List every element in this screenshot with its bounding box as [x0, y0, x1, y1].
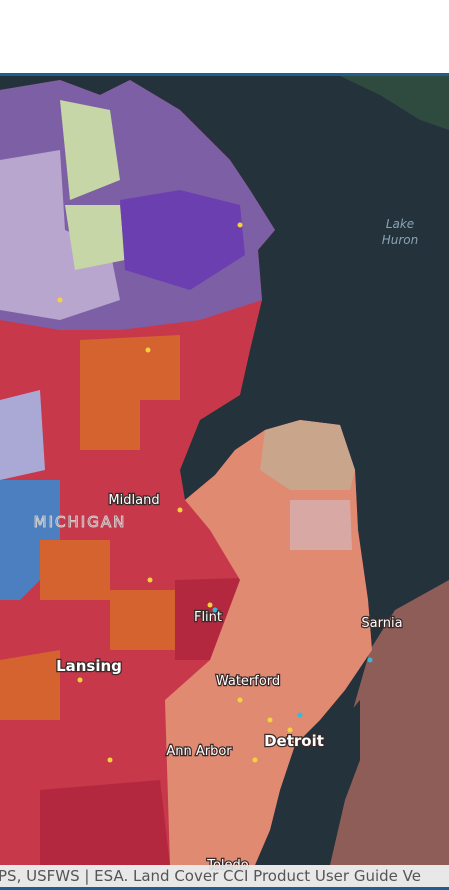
point	[207, 602, 213, 608]
point	[57, 297, 63, 303]
attribution-bar	[0, 865, 449, 887]
orange-region-3	[110, 590, 175, 650]
point	[237, 222, 243, 228]
point	[145, 347, 151, 353]
city-label: Ann Arbor	[166, 744, 232, 759]
city-label: Detroit	[264, 732, 324, 750]
purple-region	[120, 190, 245, 290]
orange-region	[80, 335, 180, 450]
top-border	[0, 73, 449, 76]
city-label: Sarnia	[361, 616, 402, 631]
city-label: Flint	[194, 610, 222, 625]
west-region	[0, 390, 45, 480]
state-label: MICHIGAN	[34, 513, 127, 531]
bottom-border	[0, 887, 449, 890]
point	[237, 697, 243, 703]
south-region	[40, 780, 170, 865]
north-west-region	[0, 150, 120, 320]
point	[297, 712, 303, 718]
point	[287, 727, 293, 733]
points	[57, 222, 373, 763]
header-space	[0, 0, 449, 73]
point	[147, 577, 153, 583]
thumb-tip	[260, 420, 355, 490]
attribution: PS, USFWS | ESA. Land Cover CCI Product …	[0, 867, 421, 885]
green-region-2	[65, 205, 125, 270]
city-label: Waterford	[216, 674, 280, 689]
water-label: Lake	[386, 217, 414, 231]
point	[267, 717, 273, 723]
ontario-north	[340, 76, 449, 130]
ontario-south	[330, 580, 449, 865]
city-label: Midland	[108, 493, 159, 508]
green-region	[60, 100, 120, 200]
thumb-region-2	[290, 500, 352, 550]
point	[107, 757, 113, 763]
point	[367, 657, 373, 663]
point	[177, 507, 183, 513]
orange-region-4	[0, 650, 60, 720]
city-label: Lansing	[56, 657, 122, 675]
water-label: Huron	[382, 233, 419, 247]
lake-st-clair	[300, 700, 360, 800]
point	[252, 757, 258, 763]
point	[212, 607, 218, 613]
orange-region-2	[40, 540, 110, 600]
point	[77, 677, 83, 683]
